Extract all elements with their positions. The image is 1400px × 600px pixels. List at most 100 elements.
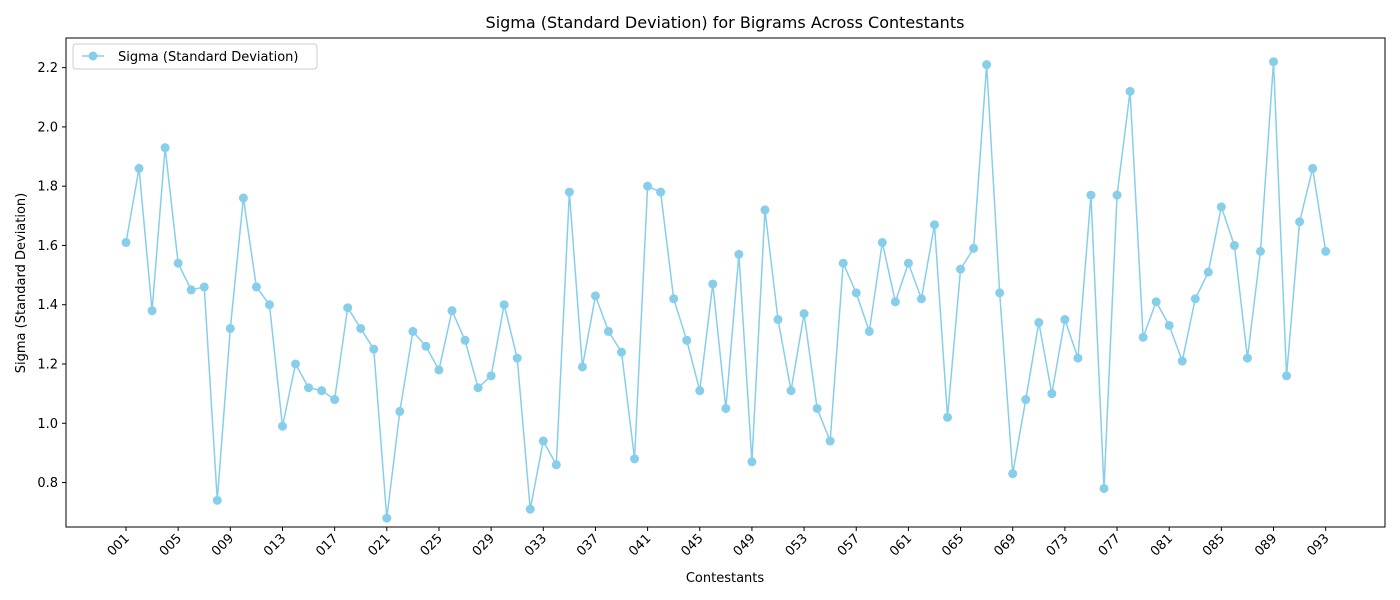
data-point-069	[1008, 469, 1018, 479]
data-point-025	[434, 365, 444, 375]
data-point-020	[369, 344, 379, 354]
data-point-035	[564, 187, 574, 197]
data-point-078	[1125, 86, 1135, 96]
data-point-038	[603, 326, 613, 336]
data-point-058	[864, 326, 874, 336]
data-point-015	[304, 383, 314, 393]
data-point-062	[916, 294, 926, 304]
data-point-087	[1242, 353, 1252, 363]
data-point-067	[982, 60, 992, 70]
data-point-081	[1164, 320, 1174, 330]
data-point-028	[473, 383, 483, 393]
data-point-090	[1282, 371, 1292, 381]
data-point-070	[1021, 395, 1031, 405]
data-point-039	[617, 347, 627, 357]
y-tick-label: 2.0	[37, 120, 58, 135]
y-axis-label: Sigma (Standard Deviation)	[14, 193, 29, 373]
data-point-053	[799, 309, 809, 319]
data-point-068	[995, 288, 1005, 298]
data-point-079	[1138, 332, 1148, 342]
data-point-009	[225, 323, 235, 333]
data-point-089	[1269, 57, 1279, 67]
legend-label: Sigma (Standard Deviation)	[118, 50, 298, 65]
x-axis-label: Contestants	[686, 571, 765, 586]
data-point-005	[173, 258, 183, 268]
data-point-042	[656, 187, 666, 197]
data-point-065	[956, 264, 966, 274]
y-tick-label: 0.8	[37, 476, 58, 491]
data-point-047	[721, 403, 731, 413]
data-point-016	[317, 386, 327, 396]
data-point-063	[929, 220, 939, 230]
data-point-092	[1308, 163, 1318, 173]
data-point-022	[395, 406, 405, 416]
legend-box	[72, 43, 318, 70]
data-point-017	[330, 395, 340, 405]
data-point-019	[356, 323, 366, 333]
data-point-088	[1255, 246, 1265, 256]
chart-title: Sigma (Standard Deviation) for Bigrams A…	[486, 13, 965, 32]
data-point-086	[1229, 240, 1239, 250]
data-point-026	[447, 306, 457, 316]
data-point-071	[1034, 318, 1044, 328]
data-point-001	[121, 237, 131, 247]
data-point-023	[408, 326, 418, 336]
data-point-049	[747, 457, 757, 467]
data-point-085	[1216, 202, 1226, 212]
data-point-014	[291, 359, 301, 369]
data-point-091	[1295, 217, 1305, 227]
data-point-048	[734, 249, 744, 259]
data-point-084	[1203, 267, 1213, 277]
data-point-031	[512, 353, 522, 363]
data-point-032	[525, 504, 535, 514]
data-point-018	[343, 303, 353, 313]
data-point-066	[969, 243, 979, 253]
data-point-013	[277, 421, 287, 431]
data-point-074	[1073, 353, 1083, 363]
plot-area	[121, 57, 1331, 523]
data-point-083	[1190, 294, 1200, 304]
data-point-075	[1086, 190, 1096, 200]
data-point-004	[160, 143, 170, 153]
data-point-046	[708, 279, 718, 289]
y-tick-label: 1.4	[37, 298, 58, 313]
data-point-002	[134, 163, 144, 173]
data-point-007	[199, 282, 209, 292]
data-point-059	[877, 237, 887, 247]
data-point-054	[812, 403, 822, 413]
y-tick-label: 1.8	[37, 180, 58, 195]
y-tick-label: 2.2	[37, 61, 58, 76]
data-point-080	[1151, 297, 1161, 307]
data-point-093	[1321, 246, 1331, 256]
data-point-029	[486, 371, 496, 381]
data-point-011	[251, 282, 261, 292]
data-point-024	[421, 341, 431, 351]
data-point-051	[773, 315, 783, 325]
data-point-008	[212, 495, 222, 505]
data-point-052	[786, 386, 796, 396]
axes-frame	[65, 37, 1386, 528]
data-point-082	[1177, 356, 1187, 366]
data-point-064	[943, 412, 953, 422]
y-tick-label: 1.0	[37, 417, 58, 432]
legend-marker	[88, 51, 98, 61]
data-point-010	[238, 193, 248, 203]
data-point-036	[577, 362, 587, 372]
data-point-077	[1112, 190, 1122, 200]
y-tick-label: 1.6	[37, 239, 58, 254]
data-point-060	[890, 297, 900, 307]
legend: Sigma (Standard Deviation)	[72, 43, 318, 70]
data-point-037	[590, 291, 600, 301]
data-point-021	[382, 513, 392, 523]
data-point-003	[147, 306, 157, 316]
data-point-041	[643, 181, 653, 191]
data-point-030	[499, 300, 509, 310]
data-point-076	[1099, 483, 1109, 493]
data-point-034	[551, 460, 561, 470]
data-point-044	[682, 335, 692, 345]
data-point-072	[1047, 389, 1057, 399]
data-point-057	[851, 288, 861, 298]
data-point-040	[630, 454, 640, 464]
